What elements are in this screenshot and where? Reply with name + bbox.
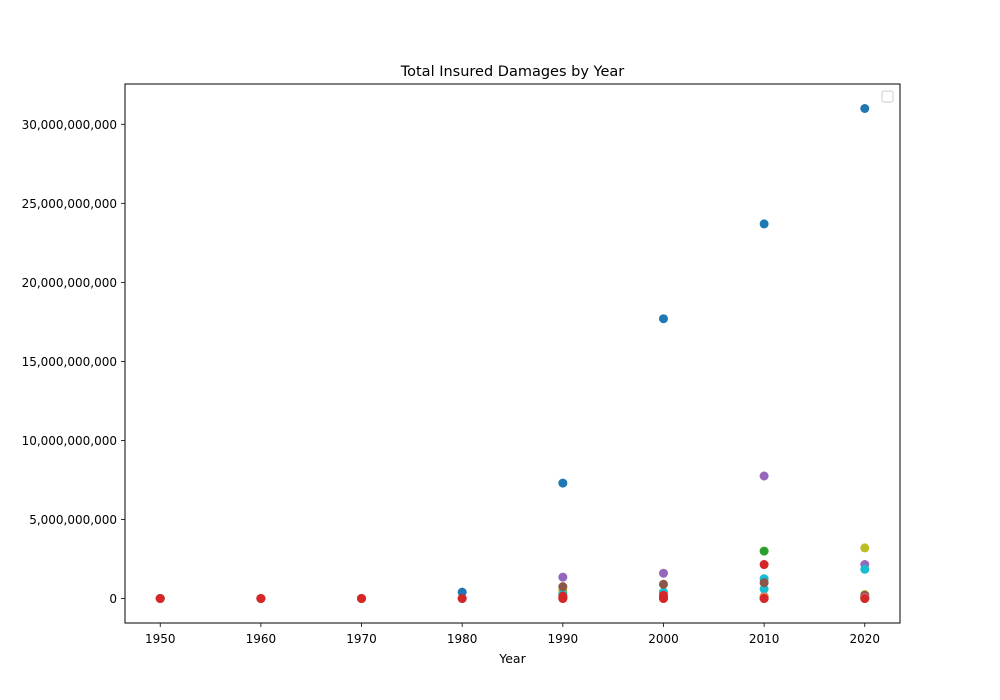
x-tick-label: 2010: [749, 632, 780, 646]
x-tick-label: 1980: [447, 632, 478, 646]
legend-box: [881, 90, 894, 103]
data-point: [658, 568, 668, 578]
y-tick-label: 5,000,000,000: [29, 513, 117, 527]
x-tick-label: 2000: [648, 632, 679, 646]
y-tick-label: 15,000,000,000: [22, 355, 117, 369]
data-point: [558, 478, 568, 488]
data-point: [457, 587, 467, 597]
y-tick-label: 10,000,000,000: [22, 434, 117, 448]
data-point: [658, 314, 668, 324]
data-point: [155, 594, 165, 603]
data-point: [860, 543, 870, 553]
series-8: [155, 560, 870, 603]
y-axis: 0 5,000,000,000 10,000,000,000 15,000,000,0…: [22, 118, 125, 606]
data-point: [759, 546, 769, 556]
points-layer: [155, 104, 870, 603]
x-tick-label: 1950: [145, 632, 176, 646]
data-point: [759, 578, 769, 588]
data-point: [759, 219, 769, 229]
data-point: [759, 471, 769, 481]
data-point: [558, 572, 568, 582]
data-point: [256, 594, 266, 603]
data-point: [658, 594, 668, 603]
x-axis: 1950 1960 1970 1980 1990 2000 2010 2020: [145, 623, 880, 646]
data-point: [658, 579, 668, 589]
data-point: [357, 594, 367, 603]
data-point: [860, 564, 870, 574]
x-tick-label: 1990: [548, 632, 579, 646]
plot-frame: [124, 83, 901, 624]
x-tick-label: 2020: [849, 632, 880, 646]
data-point: [457, 594, 467, 603]
data-point: [759, 584, 769, 594]
data-point: [860, 594, 870, 603]
data-point: [860, 104, 870, 113]
data-point: [759, 560, 769, 570]
chart-title: Total Insured Damages by Year: [400, 64, 625, 80]
data-point: [759, 594, 769, 603]
data-point: [558, 594, 568, 603]
x-axis-label: Year: [498, 651, 526, 666]
x-tick-label: 1970: [346, 632, 377, 646]
y-tick-label: 30,000,000,000: [22, 118, 117, 132]
y-tick-label: 20,000,000,000: [22, 276, 117, 290]
data-point: [558, 582, 568, 592]
y-tick-label: 0: [109, 592, 117, 606]
x-tick-label: 1960: [246, 632, 277, 646]
y-tick-label: 25,000,000,000: [22, 197, 117, 211]
